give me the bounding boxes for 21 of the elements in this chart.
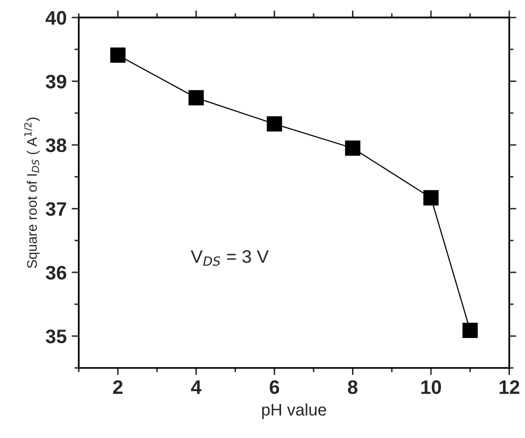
x-axis-title: pH value bbox=[262, 403, 326, 419]
y-tick-label: 35 bbox=[46, 330, 66, 344]
y-tick-label: 39 bbox=[46, 74, 66, 88]
point bbox=[266, 116, 282, 132]
point bbox=[110, 47, 126, 63]
x-tick-label: 10 bbox=[421, 380, 441, 394]
x-tick-label: 8 bbox=[348, 380, 358, 394]
y-tick-label: 40 bbox=[46, 10, 66, 25]
x-tick-label: 6 bbox=[270, 380, 280, 394]
point bbox=[423, 190, 439, 206]
y-tick-label: 38 bbox=[46, 138, 66, 152]
y-tick-label: 37 bbox=[46, 202, 66, 216]
point bbox=[462, 322, 478, 338]
annotation: V$_{DS}$ = 3 V bbox=[190, 250, 269, 266]
y-axis-title: Square root of I$_{DS}$ ( A$^{1/2}$) bbox=[24, 118, 40, 268]
x-tick-label: 12 bbox=[500, 380, 520, 394]
x-tick-label: 2 bbox=[113, 380, 123, 394]
point bbox=[345, 140, 360, 156]
x-tick-label: 4 bbox=[191, 380, 202, 394]
y-tick-label: 36 bbox=[46, 266, 66, 280]
point bbox=[188, 90, 204, 106]
